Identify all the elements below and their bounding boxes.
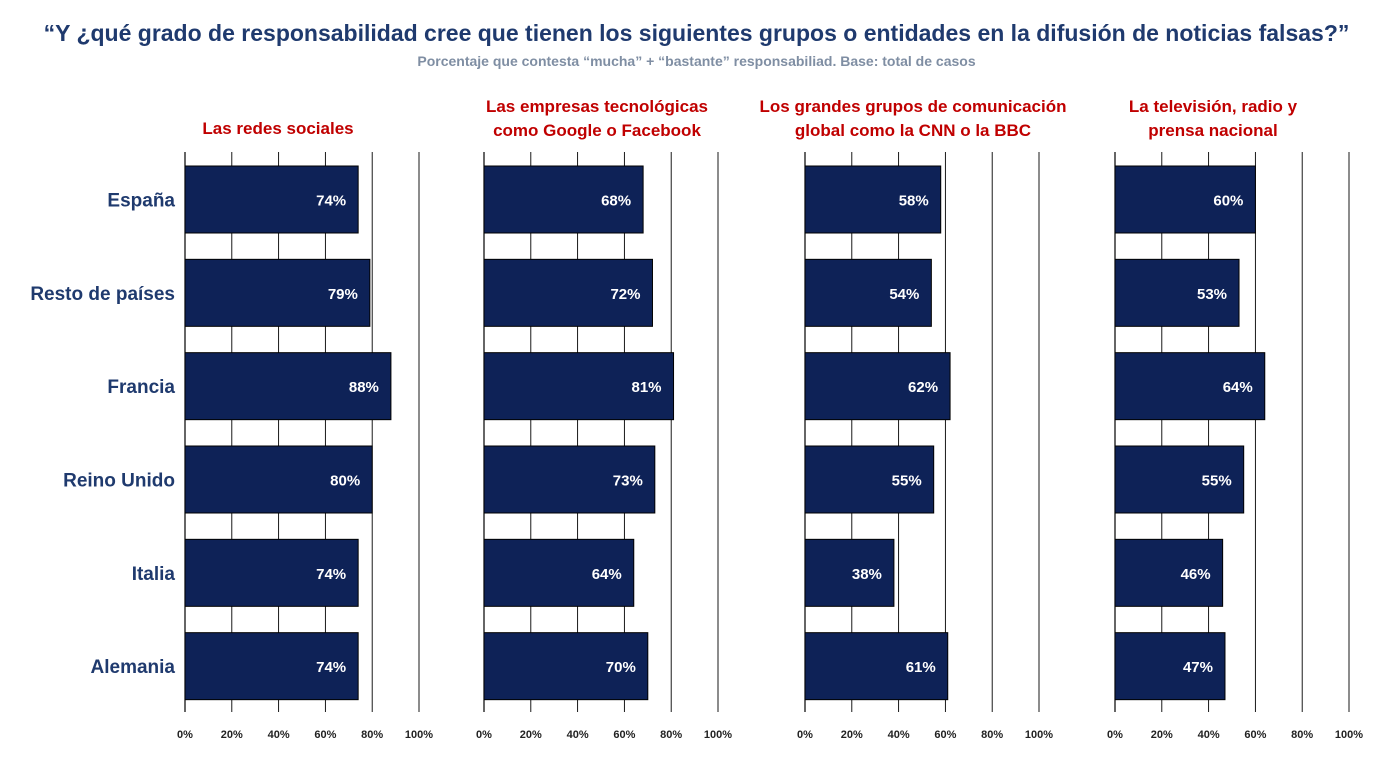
bar bbox=[483, 538, 635, 607]
bar bbox=[804, 258, 932, 327]
bar bbox=[184, 352, 392, 421]
bar-value-label: 46% bbox=[1181, 566, 1211, 583]
bar-value-label: 62% bbox=[908, 379, 938, 396]
x-tick-label: 80% bbox=[660, 729, 682, 741]
x-tick-label: 20% bbox=[520, 729, 542, 741]
panel-title: La televisión, radio y bbox=[1129, 97, 1298, 116]
x-tick-label: 60% bbox=[613, 729, 635, 741]
bar bbox=[804, 632, 949, 701]
category-label: Francia bbox=[107, 377, 175, 398]
bar-value-label: 74% bbox=[316, 659, 346, 676]
category-label: Alemania bbox=[91, 657, 176, 678]
category-label: España bbox=[107, 191, 175, 212]
bar bbox=[1114, 538, 1224, 607]
bar bbox=[804, 165, 942, 234]
bar-value-label: 53% bbox=[1197, 286, 1227, 303]
x-tick-label: 0% bbox=[1107, 729, 1123, 741]
bar bbox=[804, 538, 895, 607]
x-tick-label: 20% bbox=[221, 729, 243, 741]
bar bbox=[483, 165, 644, 234]
x-tick-label: 80% bbox=[361, 729, 383, 741]
bar bbox=[1114, 445, 1245, 514]
x-tick-label: 100% bbox=[704, 729, 732, 741]
bar-value-label: 58% bbox=[899, 193, 929, 210]
category-label: Reino Unido bbox=[63, 471, 175, 492]
x-tick-label: 100% bbox=[405, 729, 433, 741]
bar bbox=[184, 258, 371, 327]
x-tick-label: 40% bbox=[567, 729, 589, 741]
bar-value-label: 55% bbox=[1202, 473, 1232, 490]
bar-value-label: 74% bbox=[316, 193, 346, 210]
bar bbox=[483, 632, 649, 701]
bar-value-label: 70% bbox=[606, 659, 636, 676]
bar bbox=[804, 445, 935, 514]
bar-value-label: 38% bbox=[852, 566, 882, 583]
bar-value-label: 80% bbox=[330, 473, 360, 490]
x-tick-label: 80% bbox=[981, 729, 1003, 741]
bar bbox=[483, 352, 675, 421]
panel-title: Los grandes grupos de comunicación bbox=[760, 97, 1067, 116]
panel-title: prensa nacional bbox=[1148, 121, 1277, 140]
panel-title: Las empresas tecnológicas bbox=[486, 97, 708, 116]
bar-value-label: 81% bbox=[632, 379, 662, 396]
bar-value-label: 88% bbox=[349, 379, 379, 396]
x-tick-label: 80% bbox=[1291, 729, 1313, 741]
bar-value-label: 55% bbox=[892, 473, 922, 490]
bar bbox=[184, 165, 359, 234]
page-subtitle: Porcentaje que contesta “mucha” + “basta… bbox=[417, 53, 976, 69]
bar-value-label: 68% bbox=[601, 193, 631, 210]
x-tick-label: 100% bbox=[1025, 729, 1053, 741]
bar-value-label: 54% bbox=[889, 286, 919, 303]
x-tick-label: 20% bbox=[841, 729, 863, 741]
bar-value-label: 72% bbox=[610, 286, 640, 303]
panel-title: como Google o Facebook bbox=[493, 121, 701, 140]
bar bbox=[1114, 632, 1226, 701]
x-tick-label: 60% bbox=[1244, 729, 1266, 741]
x-tick-label: 0% bbox=[797, 729, 813, 741]
x-tick-label: 40% bbox=[268, 729, 290, 741]
bar-value-label: 60% bbox=[1213, 193, 1243, 210]
bar-value-label: 47% bbox=[1183, 659, 1213, 676]
x-tick-label: 20% bbox=[1151, 729, 1173, 741]
bar bbox=[483, 258, 653, 327]
bar bbox=[184, 538, 359, 607]
bar bbox=[483, 445, 656, 514]
bar-value-label: 79% bbox=[328, 286, 358, 303]
x-tick-label: 40% bbox=[888, 729, 910, 741]
bar bbox=[1114, 352, 1266, 421]
x-tick-label: 0% bbox=[476, 729, 492, 741]
bar-value-label: 73% bbox=[613, 473, 643, 490]
x-tick-label: 60% bbox=[934, 729, 956, 741]
x-tick-label: 40% bbox=[1198, 729, 1220, 741]
page-title: “Y ¿qué grado de responsabilidad cree qu… bbox=[43, 20, 1350, 46]
panel-title: global como la CNN o la BBC bbox=[795, 121, 1031, 140]
bar-value-label: 74% bbox=[316, 566, 346, 583]
category-label: Resto de países bbox=[30, 284, 175, 305]
bar bbox=[184, 632, 359, 701]
x-tick-label: 0% bbox=[177, 729, 193, 741]
bar bbox=[184, 445, 373, 514]
bar-value-label: 64% bbox=[592, 566, 622, 583]
category-label: Italia bbox=[132, 564, 176, 585]
bar bbox=[1114, 258, 1240, 327]
x-tick-label: 60% bbox=[314, 729, 336, 741]
bar bbox=[1114, 165, 1256, 234]
x-tick-label: 100% bbox=[1335, 729, 1363, 741]
bar-value-label: 61% bbox=[906, 659, 936, 676]
bar-value-label: 64% bbox=[1223, 379, 1253, 396]
panel-title: Las redes sociales bbox=[202, 119, 353, 138]
bar bbox=[804, 352, 951, 421]
